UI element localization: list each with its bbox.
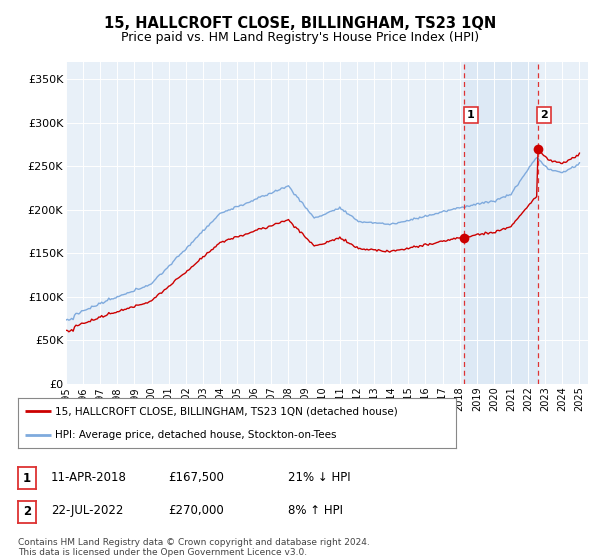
Text: £270,000: £270,000 (168, 504, 224, 517)
Text: Contains HM Land Registry data © Crown copyright and database right 2024.
This d: Contains HM Land Registry data © Crown c… (18, 538, 370, 557)
Text: 11-APR-2018: 11-APR-2018 (51, 470, 127, 484)
Text: 1: 1 (23, 472, 31, 485)
Text: 21% ↓ HPI: 21% ↓ HPI (288, 470, 350, 484)
Text: 2: 2 (540, 110, 548, 120)
Text: 15, HALLCROFT CLOSE, BILLINGHAM, TS23 1QN (detached house): 15, HALLCROFT CLOSE, BILLINGHAM, TS23 1Q… (55, 406, 398, 416)
Text: 8% ↑ HPI: 8% ↑ HPI (288, 504, 343, 517)
Bar (464, 62, 538, 384)
Text: Price paid vs. HM Land Registry's House Price Index (HPI): Price paid vs. HM Land Registry's House … (121, 31, 479, 44)
Text: £167,500: £167,500 (168, 470, 224, 484)
Text: HPI: Average price, detached house, Stockton-on-Tees: HPI: Average price, detached house, Stoc… (55, 431, 337, 440)
Text: 22-JUL-2022: 22-JUL-2022 (51, 504, 124, 517)
Text: 2: 2 (23, 505, 31, 519)
Text: 1: 1 (467, 110, 475, 120)
Text: 15, HALLCROFT CLOSE, BILLINGHAM, TS23 1QN: 15, HALLCROFT CLOSE, BILLINGHAM, TS23 1Q… (104, 16, 496, 31)
